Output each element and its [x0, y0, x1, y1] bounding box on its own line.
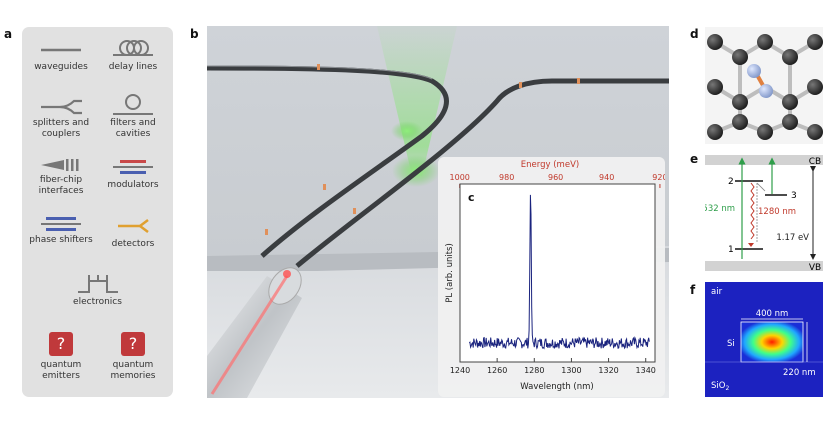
pump-wavelength: 532 nm	[705, 204, 735, 214]
conduction-band	[705, 155, 823, 165]
top-tick-label: 940	[599, 173, 614, 182]
component-modulators: modulators	[98, 158, 168, 191]
optical-mode	[741, 322, 803, 362]
panel-label-a: a	[4, 27, 13, 41]
plot-frame	[459, 183, 656, 363]
crystal-structure	[705, 27, 823, 144]
cb-label: CB	[809, 157, 821, 167]
pl-spectrum-line	[468, 194, 650, 350]
question-icon: ?	[121, 332, 145, 356]
air-label: air	[711, 287, 723, 297]
component-label: splitters and couplers	[32, 118, 90, 139]
level-3-label: 3	[791, 191, 797, 201]
component-library-panel: waveguides delay lines splitters and cou…	[22, 27, 173, 397]
level-1-label: 1	[728, 245, 734, 255]
phase-shifter-icon	[41, 217, 81, 231]
component-label: modulators	[107, 180, 159, 190]
component-label: phase shifters	[29, 235, 93, 245]
x-axis-ticks: 1240 1260 1280 1300 1320 1340	[450, 358, 656, 375]
component-label: waveguides	[34, 62, 88, 72]
modulator-icon	[113, 160, 153, 174]
sio2-label: SiO2	[711, 381, 729, 392]
y-axis-label: PL (arb. units)	[445, 243, 455, 303]
component-label: quantum emitters	[40, 360, 82, 381]
x-tick-label: 1340	[636, 366, 656, 375]
x-tick-label: 1300	[561, 366, 581, 375]
valence-band	[705, 261, 823, 271]
waveguide-icon	[41, 48, 81, 52]
component-delay-lines: delay lines	[98, 38, 168, 73]
fiber-interface-icon	[41, 159, 79, 171]
energy-level-diagram: CB VB 2 1 3 532 nm 1280 nm 1.17 eV	[702, 151, 823, 276]
height-label: 220 nm	[783, 368, 816, 378]
waveguide-mode-profile: air 400 nm Si 220 nm SiO2	[705, 282, 823, 397]
pl-spectrum-inset: Energy (meV) 1000 980 960 940 920 c 1240 1260…	[438, 157, 668, 397]
x-tick-label: 1320	[598, 366, 618, 375]
component-label: detectors	[111, 239, 155, 249]
component-phase-shifters: phase shifters	[27, 215, 95, 246]
pl-spectrum-chart: Energy (meV) 1000 980 960 940 920 c 1240 1260…	[445, 160, 668, 392]
component-label: filters and cavities	[110, 118, 156, 139]
x-tick-label: 1240	[450, 366, 470, 375]
energy-level-svg: CB VB 2 1 3 532 nm 1280 nm 1.17 eV	[702, 155, 823, 273]
component-quantum-emitters: ? quantum emitters	[27, 332, 95, 382]
top-axis-label: Energy (meV)	[521, 160, 579, 170]
panel-label-f: f	[690, 283, 696, 297]
component-label: quantum memories	[110, 360, 156, 381]
component-filters: filters and cavities	[98, 93, 168, 140]
component-label: fiber-chip interfaces	[38, 175, 84, 196]
component-quantum-memories: ? quantum memories	[98, 332, 168, 382]
splitter-icon	[41, 99, 82, 115]
ring-filter-icon	[113, 94, 153, 115]
level-2-label: 2	[728, 177, 734, 187]
vb-label: VB	[809, 263, 821, 273]
component-electronics: electronics	[42, 272, 153, 308]
x-tick-label: 1260	[487, 366, 507, 375]
top-tick-label: 980	[499, 173, 514, 182]
component-splitters: splitters and couplers	[27, 97, 95, 140]
panel-label-c: c	[468, 191, 475, 204]
component-waveguides: waveguides	[27, 42, 95, 73]
emission-wavelength: 1280 nm	[758, 207, 796, 217]
component-detectors: detectors	[98, 217, 168, 250]
top-tick-label: 960	[548, 173, 563, 182]
si-label: Si	[727, 339, 735, 349]
bandgap-energy: 1.17 eV	[776, 233, 809, 243]
emission-wavy-arrow	[750, 182, 755, 240]
panel-label-e: e	[690, 152, 699, 166]
electronics-icon	[77, 275, 118, 293]
x-axis-label: Wavelength (nm)	[520, 382, 593, 392]
top-tick-label: 1000	[450, 173, 470, 182]
detector-icon	[118, 219, 149, 233]
component-label: delay lines	[108, 62, 158, 72]
crystal-render	[705, 27, 823, 144]
x-tick-label: 1280	[524, 366, 544, 375]
width-label: 400 nm	[756, 309, 789, 319]
mode-profile-svg: air 400 nm Si 220 nm SiO2	[705, 282, 823, 397]
component-fiber-chip: fiber-chip interfaces	[27, 157, 95, 197]
panel-label-d: d	[690, 27, 699, 41]
question-icon: ?	[49, 332, 73, 356]
panel-label-b: b	[190, 27, 199, 41]
top-tick-label: 920	[652, 173, 665, 182]
delay-line-icon	[113, 40, 153, 56]
component-label: electronics	[73, 297, 122, 307]
